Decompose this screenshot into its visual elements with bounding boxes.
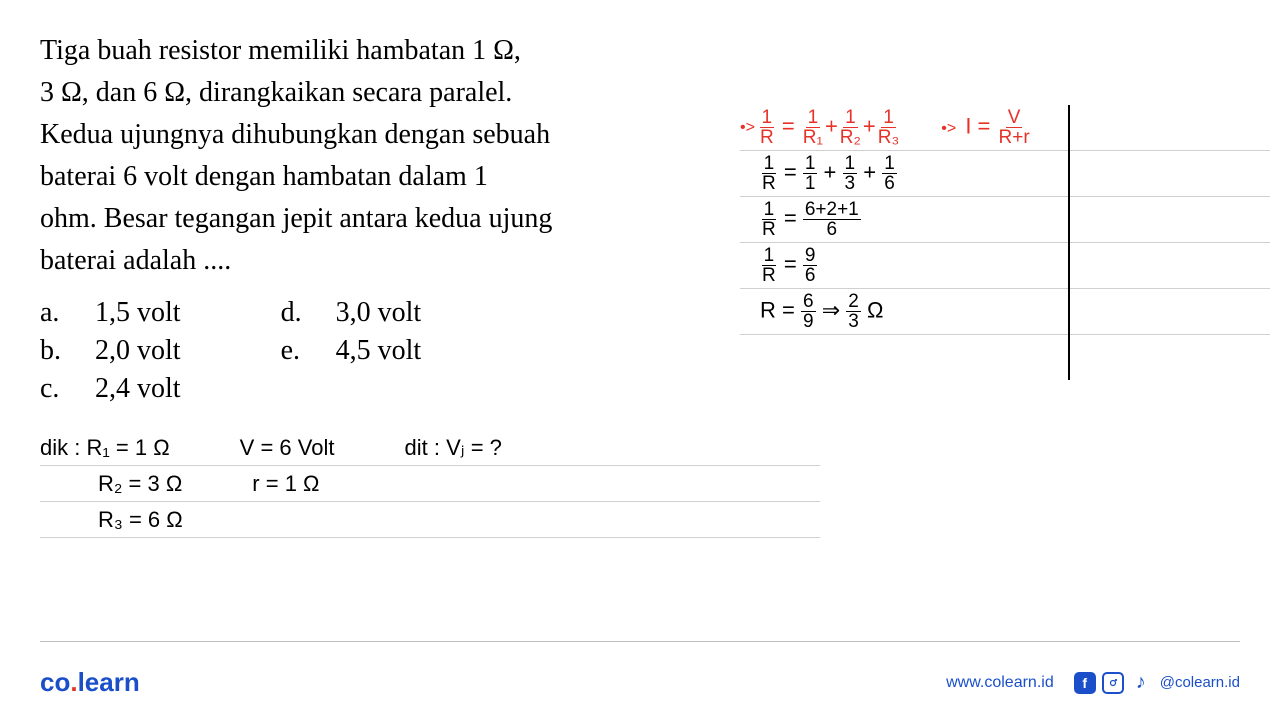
hw-equation-line: R = 69 ⇒ 23 Ω [740, 289, 1270, 335]
social-handle: @colearn.id [1160, 674, 1240, 691]
option-text: 2,4 volt [95, 373, 181, 405]
hw-equation-line: •> 1R = 1R₁+1R₂+1R₃ •> I = VR+r [740, 105, 1270, 151]
option-a: a. 1,5 volt [40, 297, 181, 329]
logo-text-co: co [40, 667, 70, 697]
options-col-right: d. 3,0 volt e. 4,5 volt [281, 297, 422, 405]
footer-border [40, 641, 1240, 642]
bullet-icon: •> [941, 120, 956, 137]
hw-equation-line: 1R = 6+2+16 [740, 197, 1270, 243]
social-icons: f ♪ @colearn.id [1074, 672, 1240, 694]
website-url: www.colearn.id [946, 674, 1054, 692]
option-letter: c. [40, 373, 65, 405]
facebook-icon: f [1074, 672, 1096, 694]
footer: co.learn www.colearn.id f ♪ @colearn.id [0, 667, 1280, 698]
hw-equation-line: 1R = 96 [740, 243, 1270, 289]
bullet-icon: •> [740, 119, 755, 137]
question-line: ohm. Besar tegangan jepit antara kedua u… [40, 198, 740, 240]
option-text: 3,0 volt [336, 297, 422, 329]
question-line: Tiga buah resistor memiliki hambatan 1 Ω… [40, 30, 740, 72]
question-line: Kedua ujungnya dihubungkan dengan sebuah [40, 114, 740, 156]
question-line: baterai 6 volt dengan hambatan dalam 1 [40, 156, 740, 198]
option-text: 1,5 volt [95, 297, 181, 329]
vertical-divider [1068, 105, 1070, 380]
option-d: d. 3,0 volt [281, 297, 422, 329]
logo-dot: . [70, 667, 77, 697]
option-text: 2,0 volt [95, 335, 181, 367]
footer-right: www.colearn.id f ♪ @colearn.id [946, 672, 1240, 694]
hw-given-line: dik : R₁ = 1 Ω V = 6 Volt dit : Vⱼ = ? [40, 430, 820, 466]
option-e: e. 4,5 volt [281, 335, 422, 367]
option-letter: a. [40, 297, 65, 329]
option-b: b. 2,0 volt [40, 335, 181, 367]
option-letter: b. [40, 335, 65, 367]
option-letter: d. [281, 297, 306, 329]
hw-equation-line: 1R = 11 + 13 + 16 [740, 151, 1270, 197]
instagram-icon [1102, 672, 1124, 694]
option-letter: e. [281, 335, 306, 367]
question-line: 3 Ω, dan 6 Ω, dirangkaikan secara parale… [40, 72, 740, 114]
logo-text-learn: learn [78, 667, 140, 697]
question-text: Tiga buah resistor memiliki hambatan 1 Ω… [40, 30, 740, 282]
colearn-logo: co.learn [40, 667, 140, 698]
tiktok-icon: ♪ [1130, 672, 1152, 694]
question-line: baterai adalah .... [40, 240, 740, 282]
hw-given-line: R₃ = 6 Ω [40, 502, 820, 538]
option-c: c. 2,4 volt [40, 373, 181, 405]
handwriting-bottom: dik : R₁ = 1 Ω V = 6 Volt dit : Vⱼ = ? R… [40, 430, 820, 538]
options-col-left: a. 1,5 volt b. 2,0 volt c. 2,4 volt [40, 297, 181, 405]
hw-given-line: R₂ = 3 Ω r = 1 Ω [40, 466, 820, 502]
option-text: 4,5 volt [336, 335, 422, 367]
handwriting-right: •> 1R = 1R₁+1R₂+1R₃ •> I = VR+r 1R = 11 … [740, 105, 1270, 335]
